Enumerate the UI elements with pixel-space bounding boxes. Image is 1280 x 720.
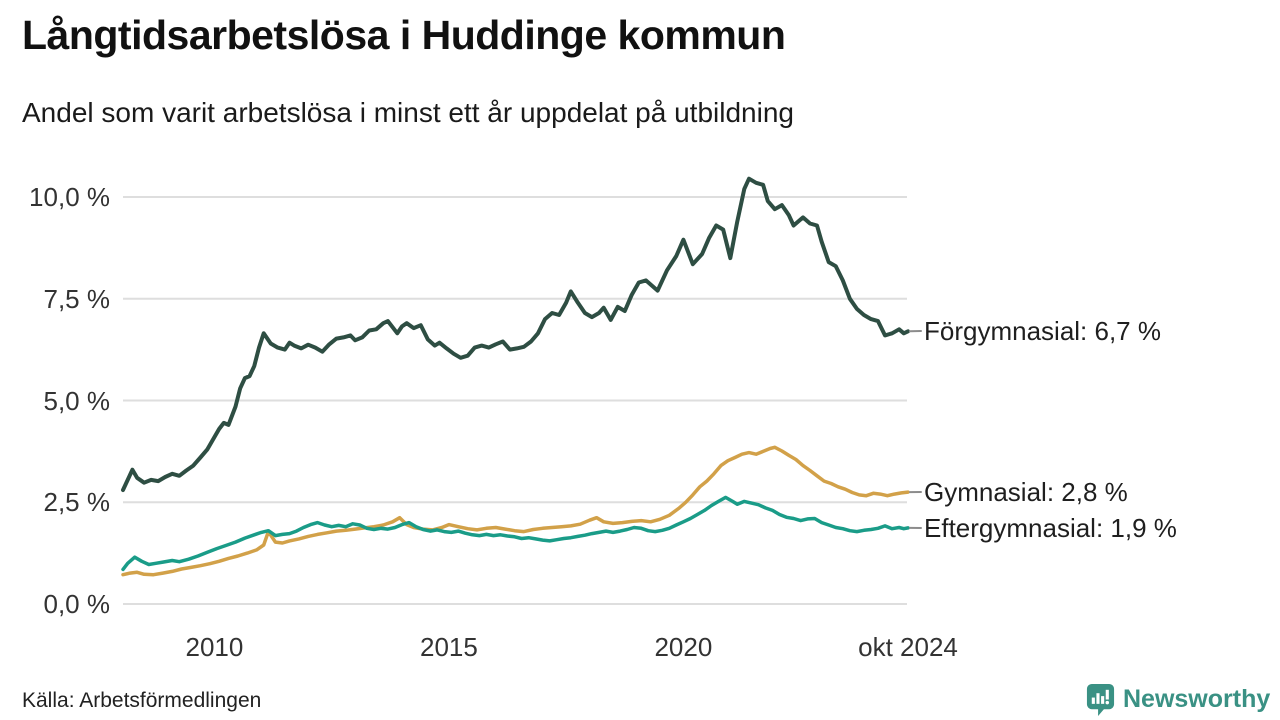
x-tick-label: 2015 <box>419 632 478 662</box>
series-line-gymnasial <box>121 445 910 577</box>
x-tick-label: 2010 <box>185 632 244 662</box>
series-line-forgymnasial <box>121 176 910 492</box>
x-tick-label: 2020 <box>654 632 713 662</box>
series-label-forgymnasial: Förgymnasial: 6,7 % <box>924 316 1161 346</box>
y-tick-label: 7,5 % <box>43 283 111 314</box>
y-tick-label: 10,0 % <box>29 182 110 212</box>
x-tick-label: okt 2024 <box>858 632 958 662</box>
brand-logo: Newsworthy <box>1085 682 1270 717</box>
newsworthy-icon <box>1086 684 1115 716</box>
source-note: Källa: Arbetsförmedlingen <box>22 689 262 712</box>
y-tick-label: 0,0 % <box>43 589 111 619</box>
page-subtitle: Andel som varit arbetslösa i minst ett å… <box>22 97 794 128</box>
page-title: Långtidsarbetslösa i Huddinge kommun <box>22 12 786 58</box>
series-line-eftergymnasial <box>121 495 910 572</box>
y-tick-label: 2,5 % <box>43 487 111 518</box>
series-label-gymnasial: Gymnasial: 2,8 % <box>924 477 1128 507</box>
series-label-eftergymnasial: Eftergymnasial: 1,9 % <box>924 513 1177 543</box>
brand-name: Newsworthy <box>1123 685 1271 713</box>
y-tick-label: 5,0 % <box>43 385 111 416</box>
